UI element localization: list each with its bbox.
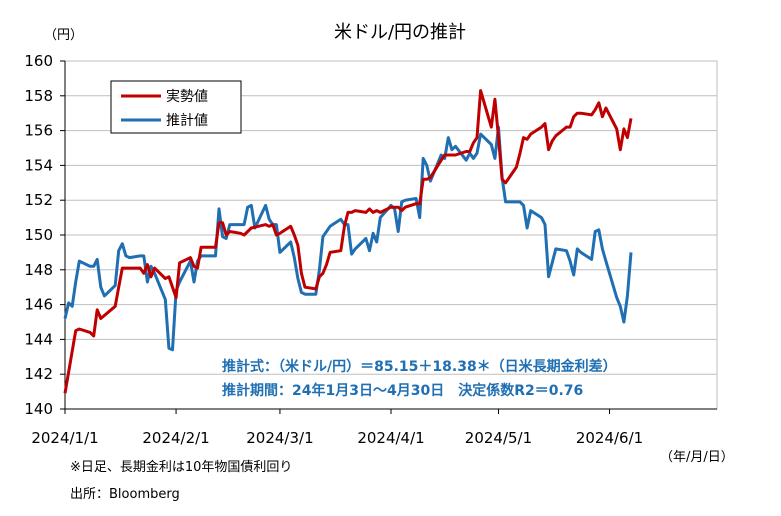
series-line-actual [63,89,633,394]
series-line-estimate [63,125,633,352]
x-axis-unit: （年/月/日） [660,450,734,465]
y-tick-label: 140 [24,400,53,418]
legend-box [110,80,242,134]
y-tick-label: 152 [24,191,53,209]
series-lines [63,89,633,394]
annotation-formula: 推計式：（米ドル/円）＝85.15＋18.38＊（日米長期金利差） [222,358,617,375]
x-tick-label: 2024/5/1 [465,429,532,447]
y-tick-label: 158 [24,87,53,105]
y-tick-label: 148 [24,261,53,279]
y-tick-label: 154 [24,156,53,174]
footnote-note: ※日足、長期金利は10年物国債利回り [70,459,292,475]
y-tick-label: 150 [24,226,53,244]
y-tick-label: 144 [24,330,53,348]
legend-label-actual: 実勢値 [166,89,208,105]
legend-label-estimate: 推計値 [166,113,208,129]
y-axis-unit: （円） [44,28,83,43]
annotation-period: 推計期間：24年1月3日～4月30日 決定係数R2＝0.76 [222,382,583,399]
x-axis-ticks: 2024/1/1 2024/2/1 2024/3/1 2024/4/1 2024/5/1… [31,409,643,447]
y-tick-label: 156 [24,122,53,140]
footnote-source: 出所：Bloomberg [70,487,180,502]
y-tick-label: 146 [24,296,53,314]
y-tick-label: 160 [24,52,53,70]
x-tick-label: 2024/1/1 [31,429,98,447]
x-tick-label: 2024/2/1 [142,429,209,447]
y-tick-label: 142 [24,365,53,383]
chart-title: 米ドル/円の推計 [334,22,466,43]
x-tick-label: 2024/6/1 [576,429,643,447]
x-tick-label: 2024/4/1 [357,429,424,447]
y-axis-ticks: 140 142 144 146 148 150 152 154 156 158 160 [24,52,65,418]
legend: 実勢値 推計値 [110,80,242,134]
x-tick-label: 2024/3/1 [246,429,313,447]
